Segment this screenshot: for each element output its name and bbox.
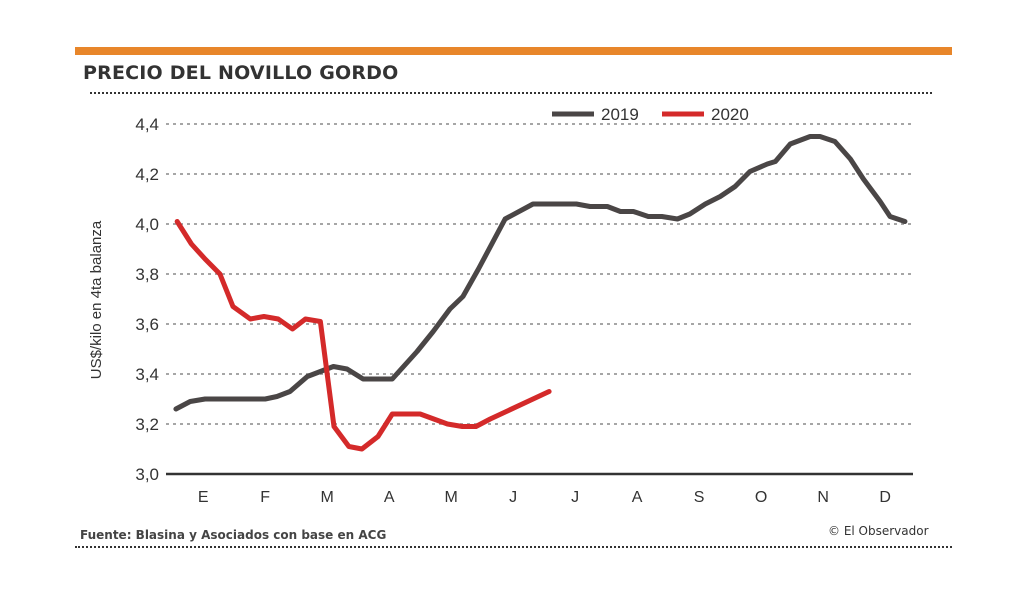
x-tick-label: N: [817, 489, 829, 506]
x-tick-label: O: [755, 489, 767, 506]
divider-bottom: [75, 546, 952, 548]
legend-label-2020: 2020: [711, 105, 749, 124]
x-tick-label: J: [509, 489, 517, 506]
accent-bar: [75, 47, 952, 55]
legend-label-2019: 2019: [601, 105, 639, 124]
y-tick-label: 3,4: [135, 365, 159, 384]
y-tick-label: 4,2: [135, 165, 159, 184]
x-tick-label: M: [321, 489, 334, 506]
series-line-2019: [173, 134, 908, 412]
credit: © El Observador: [828, 524, 929, 538]
y-tick-label: 3,8: [135, 265, 159, 284]
y-tick-label: 4,0: [135, 215, 159, 234]
x-tick-label: J: [571, 489, 579, 506]
y-axis-label: US$/kilo en 4ta balanza: [88, 220, 105, 379]
y-tick-label: 3,6: [135, 315, 159, 334]
x-tick-label: A: [384, 489, 395, 506]
x-tick-label: M: [444, 489, 457, 506]
divider-top: [90, 92, 932, 94]
chart-title: PRECIO DEL NOVILLO GORDO: [83, 62, 399, 84]
y-tick-label: 4,4: [135, 115, 159, 134]
series-line-2020: [174, 219, 552, 452]
x-tick-label: A: [632, 489, 643, 506]
x-tick-label: E: [198, 489, 209, 506]
y-tick-label: 3,2: [135, 415, 159, 434]
y-tick-label: 3,0: [135, 465, 159, 484]
x-tick-label: D: [879, 489, 891, 506]
x-tick-label: S: [694, 489, 705, 506]
x-tick-label: F: [260, 489, 270, 506]
source-note: Fuente: Blasina y Asociados con base en …: [80, 528, 387, 542]
